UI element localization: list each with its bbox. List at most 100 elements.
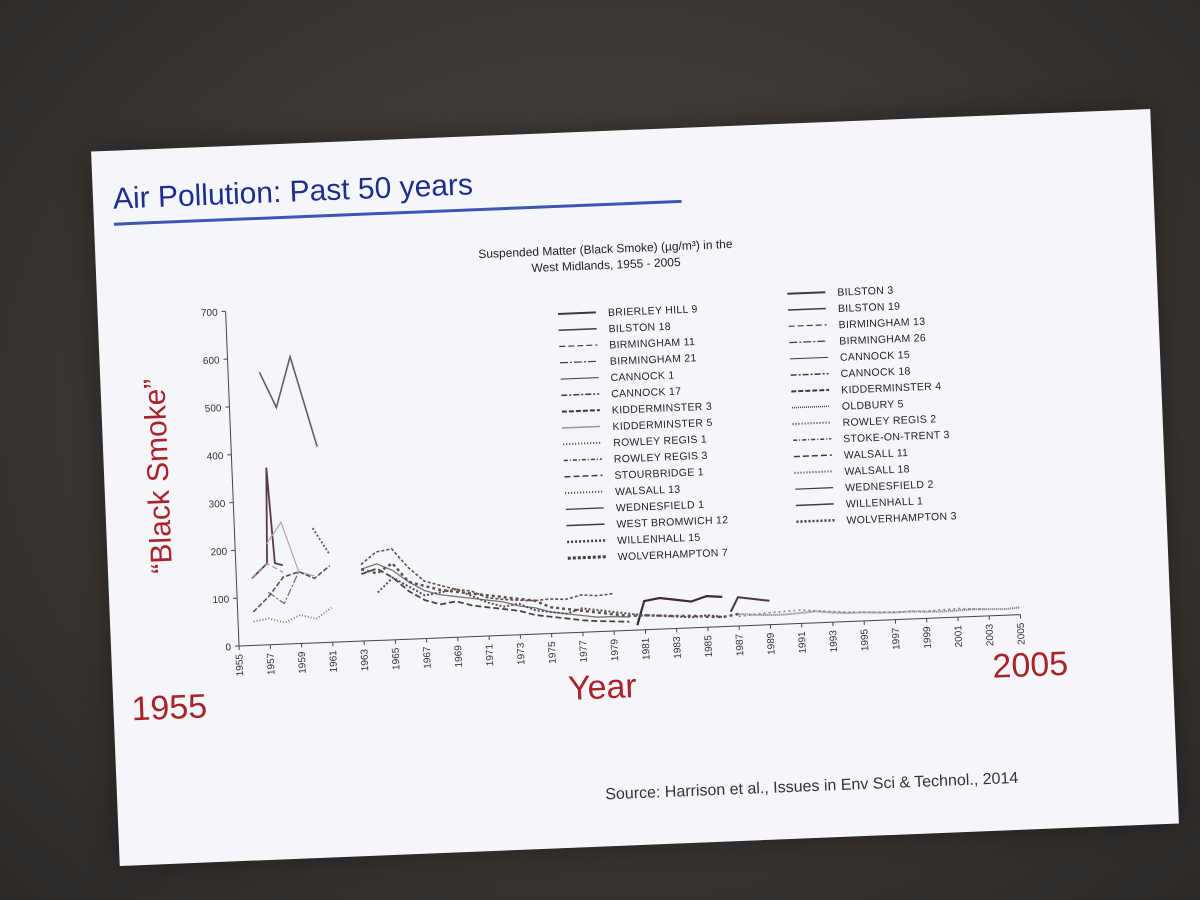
x-tick-label: 1957: [266, 652, 278, 675]
legend-swatch: [789, 356, 828, 360]
x-tick-label: 1973: [516, 642, 528, 665]
legend-entry: CANNOCK 15: [840, 349, 911, 364]
legend-entry: STOKE-ON-TRENT 3: [843, 429, 950, 445]
chart-title-line-2: West Midlands, 1955 - 2005: [531, 255, 681, 275]
legend-entry: KIDDERMINSTER 5: [612, 417, 713, 433]
series-line: [360, 563, 630, 618]
legend-entry: WILLENHALL 1: [846, 495, 924, 510]
x-tick-label: 1977: [578, 640, 590, 663]
legend-entry: STOURBRIDGE 1: [614, 466, 704, 482]
series-line: [729, 596, 770, 613]
legend-swatch: [566, 523, 605, 527]
legend-swatch: [564, 474, 603, 478]
legend-swatch: [561, 409, 600, 413]
series-line: [360, 548, 613, 602]
series-line: [311, 527, 331, 555]
legend-swatch: [793, 438, 832, 442]
x-tick-label: 1983: [672, 636, 684, 659]
legend-entry: BIRMINGHAM 26: [839, 332, 926, 347]
legend-entry: CANNOCK 18: [840, 365, 911, 380]
legend-swatch: [563, 458, 602, 462]
x-tick-label: 1955: [234, 653, 246, 676]
legend-entry: BILSTON 3: [837, 284, 894, 298]
x-tick-label: 1961: [328, 650, 340, 673]
series-line: [267, 571, 300, 605]
legend-entry: ROWLEY REGIS 3: [614, 450, 708, 466]
x-tick-label: 2001: [953, 624, 965, 647]
y-tick-label: 300: [208, 499, 226, 511]
legend-swatch: [558, 327, 597, 331]
x-axis-big-label: Year: [567, 667, 638, 708]
series-line: [251, 467, 283, 580]
y-tick-label: 700: [201, 308, 219, 320]
legend-swatch: [789, 340, 828, 344]
chart: Suspended Matter (Black Smoke) (µg/m³) i…: [201, 237, 1028, 677]
series-line: [251, 562, 284, 579]
x-tick-label: 1975: [547, 641, 559, 664]
legend-entry: BILSTON 19: [838, 301, 901, 315]
legend-entry: BIRMINGHAM 11: [609, 336, 695, 351]
legend-entry: WEDNESFIELD 2: [845, 479, 934, 495]
legend-swatch: [559, 360, 598, 364]
legend-swatch: [796, 518, 835, 523]
x-tick-label: 1965: [391, 647, 403, 670]
legend-entry: BIRMINGHAM 13: [838, 316, 925, 331]
x-axis-line: [239, 614, 1021, 647]
chart-series: [251, 353, 1021, 626]
legend-swatch: [787, 307, 827, 311]
y-tick-label: 500: [205, 403, 223, 415]
legend-entry: WOLVERHAMPTON 7: [618, 547, 729, 563]
y-tick-label: 600: [203, 355, 221, 367]
series-line: [377, 576, 724, 619]
legend-swatch: [788, 324, 827, 327]
x-tick-label: 1993: [828, 629, 840, 652]
x-tick-label: 1959: [297, 651, 309, 674]
legend-swatch: [787, 291, 826, 295]
x-tick-label: 1967: [422, 646, 434, 669]
legend-swatch: [790, 372, 829, 376]
chart-axes: 0 100 200 300 400 500 600 700 1955 1957 1959 1961 19…: [201, 308, 1028, 677]
legend-swatch: [791, 405, 830, 409]
y-tick-label: 100: [212, 595, 230, 607]
legend-entry: OLDBURY 5: [842, 398, 904, 412]
y-axis-line: [225, 311, 240, 647]
x-tick-label: 2003: [984, 623, 996, 646]
legend-entry: BRIERLEY HILL 9: [608, 303, 698, 319]
y-tick-label: 200: [210, 547, 228, 559]
legend-entry: WOLVERHAMPTON 3: [846, 510, 957, 526]
series-line: [258, 353, 318, 447]
legend-swatch: [562, 425, 601, 429]
legend-entry: KIDDERMINSTER 4: [841, 380, 942, 396]
y-tick-label: 0: [225, 642, 231, 653]
legend-swatch: [795, 503, 834, 507]
legend-swatch: [560, 377, 599, 380]
legend-swatch: [792, 421, 831, 426]
legend-entry: WALSALL 18: [844, 463, 910, 478]
legend-swatch: [565, 507, 604, 510]
legend-swatch: [559, 344, 598, 348]
legend-swatch: [557, 311, 596, 315]
x-tick-label: 1991: [797, 631, 809, 654]
presentation-slide: Air Pollution: Past 50 years “Black Smok…: [91, 109, 1179, 866]
legend-entry: WEDNESFIELD 1: [616, 499, 705, 515]
series-line: [252, 565, 331, 613]
x-tick-label: 1971: [484, 643, 496, 666]
legend-entry: KIDDERMINSTER 3: [612, 401, 713, 417]
x-tick-label: 1989: [766, 632, 778, 655]
legend-swatch: [791, 388, 830, 393]
y-tick-label: 400: [207, 451, 225, 463]
legend-swatch: [563, 441, 602, 446]
series-line: [360, 561, 739, 619]
legend-swatch: [567, 539, 606, 544]
legend-swatch: [795, 487, 834, 490]
year-start-label: 1955: [130, 687, 208, 729]
series-line: [265, 520, 315, 577]
x-tick-label: 1979: [609, 638, 621, 661]
x-tick-label: 1987: [734, 633, 746, 656]
legend-entry: WALSALL 13: [615, 483, 681, 498]
x-tick-label: 2005: [1016, 622, 1028, 645]
series-line: [636, 595, 723, 626]
legend-swatch: [561, 393, 600, 397]
series-line: [738, 607, 989, 618]
